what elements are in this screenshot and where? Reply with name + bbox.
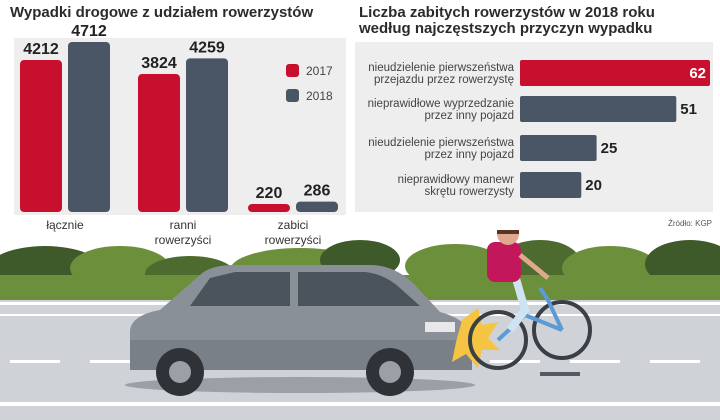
category-label: łącznie [46, 218, 84, 232]
hbar-category-label: przejazdu przez rowerzystę [374, 74, 514, 86]
hbar-category-label: skrętu rowerzysty [425, 186, 515, 198]
bar-2017-0 [20, 60, 62, 213]
legend-label-2018: 2018 [306, 89, 333, 103]
category-label: ranni [170, 218, 197, 232]
bar-2018-1 [186, 58, 228, 212]
collision-flash [452, 308, 500, 368]
car [125, 265, 475, 396]
category-label: rowerzyści [155, 233, 212, 247]
right-chart-title-line-1: Liczba zabitych rowerzystów w 2018 roku [359, 4, 655, 21]
road-illustration [0, 230, 720, 420]
bar-2018-0 [68, 42, 110, 212]
bar-value-label: 3824 [141, 55, 177, 72]
hbar-category-label: nieudzielenie pierwszeństwa [368, 137, 514, 149]
bar-value-label: 4259 [189, 39, 225, 56]
hbar-value-label: 20 [585, 177, 602, 194]
hbar-1 [520, 96, 677, 122]
hbar-value-label: 25 [601, 140, 618, 157]
hbar-category-label: nieprawidłowe wyprzedzanie [368, 98, 514, 110]
bar-2017-2 [248, 204, 290, 212]
hbar-3 [520, 172, 582, 198]
source-note: Źródło: KGP [667, 219, 712, 228]
hbar-category-label: nieprawidłowy manewr [398, 174, 514, 186]
hbar-2 [520, 135, 597, 161]
bar-value-label: 4712 [71, 23, 107, 40]
hbar-category-label: przez inny pojazd [425, 149, 515, 161]
category-label: rowerzyści [265, 233, 322, 247]
bar-2018-2 [296, 201, 338, 212]
right-chart-title-line-2: według najczęstszych przyczyn wypadku [359, 20, 653, 37]
cyclist [468, 230, 592, 370]
hbar-0 [520, 60, 710, 86]
bar-value-label: 286 [304, 183, 331, 200]
legend-swatch-2018 [286, 89, 299, 102]
bar-2017-1 [138, 74, 180, 212]
hbar-value-label: 51 [680, 101, 697, 118]
legend-label-2017: 2017 [306, 64, 333, 78]
hbar-category-label: przez inny pojazd [425, 110, 515, 122]
legend-swatch-2017 [286, 64, 299, 77]
bar-value-label: 220 [256, 185, 283, 202]
left-chart-title: Wypadki drogowe z udziałem rowerzystów [10, 4, 314, 21]
bar-value-label: 4212 [23, 41, 59, 58]
hbar-category-label: nieudzielenie pierwszeństwa [368, 62, 514, 74]
category-label: zabici [278, 218, 309, 232]
hbar-value-label: 62 [689, 65, 706, 82]
